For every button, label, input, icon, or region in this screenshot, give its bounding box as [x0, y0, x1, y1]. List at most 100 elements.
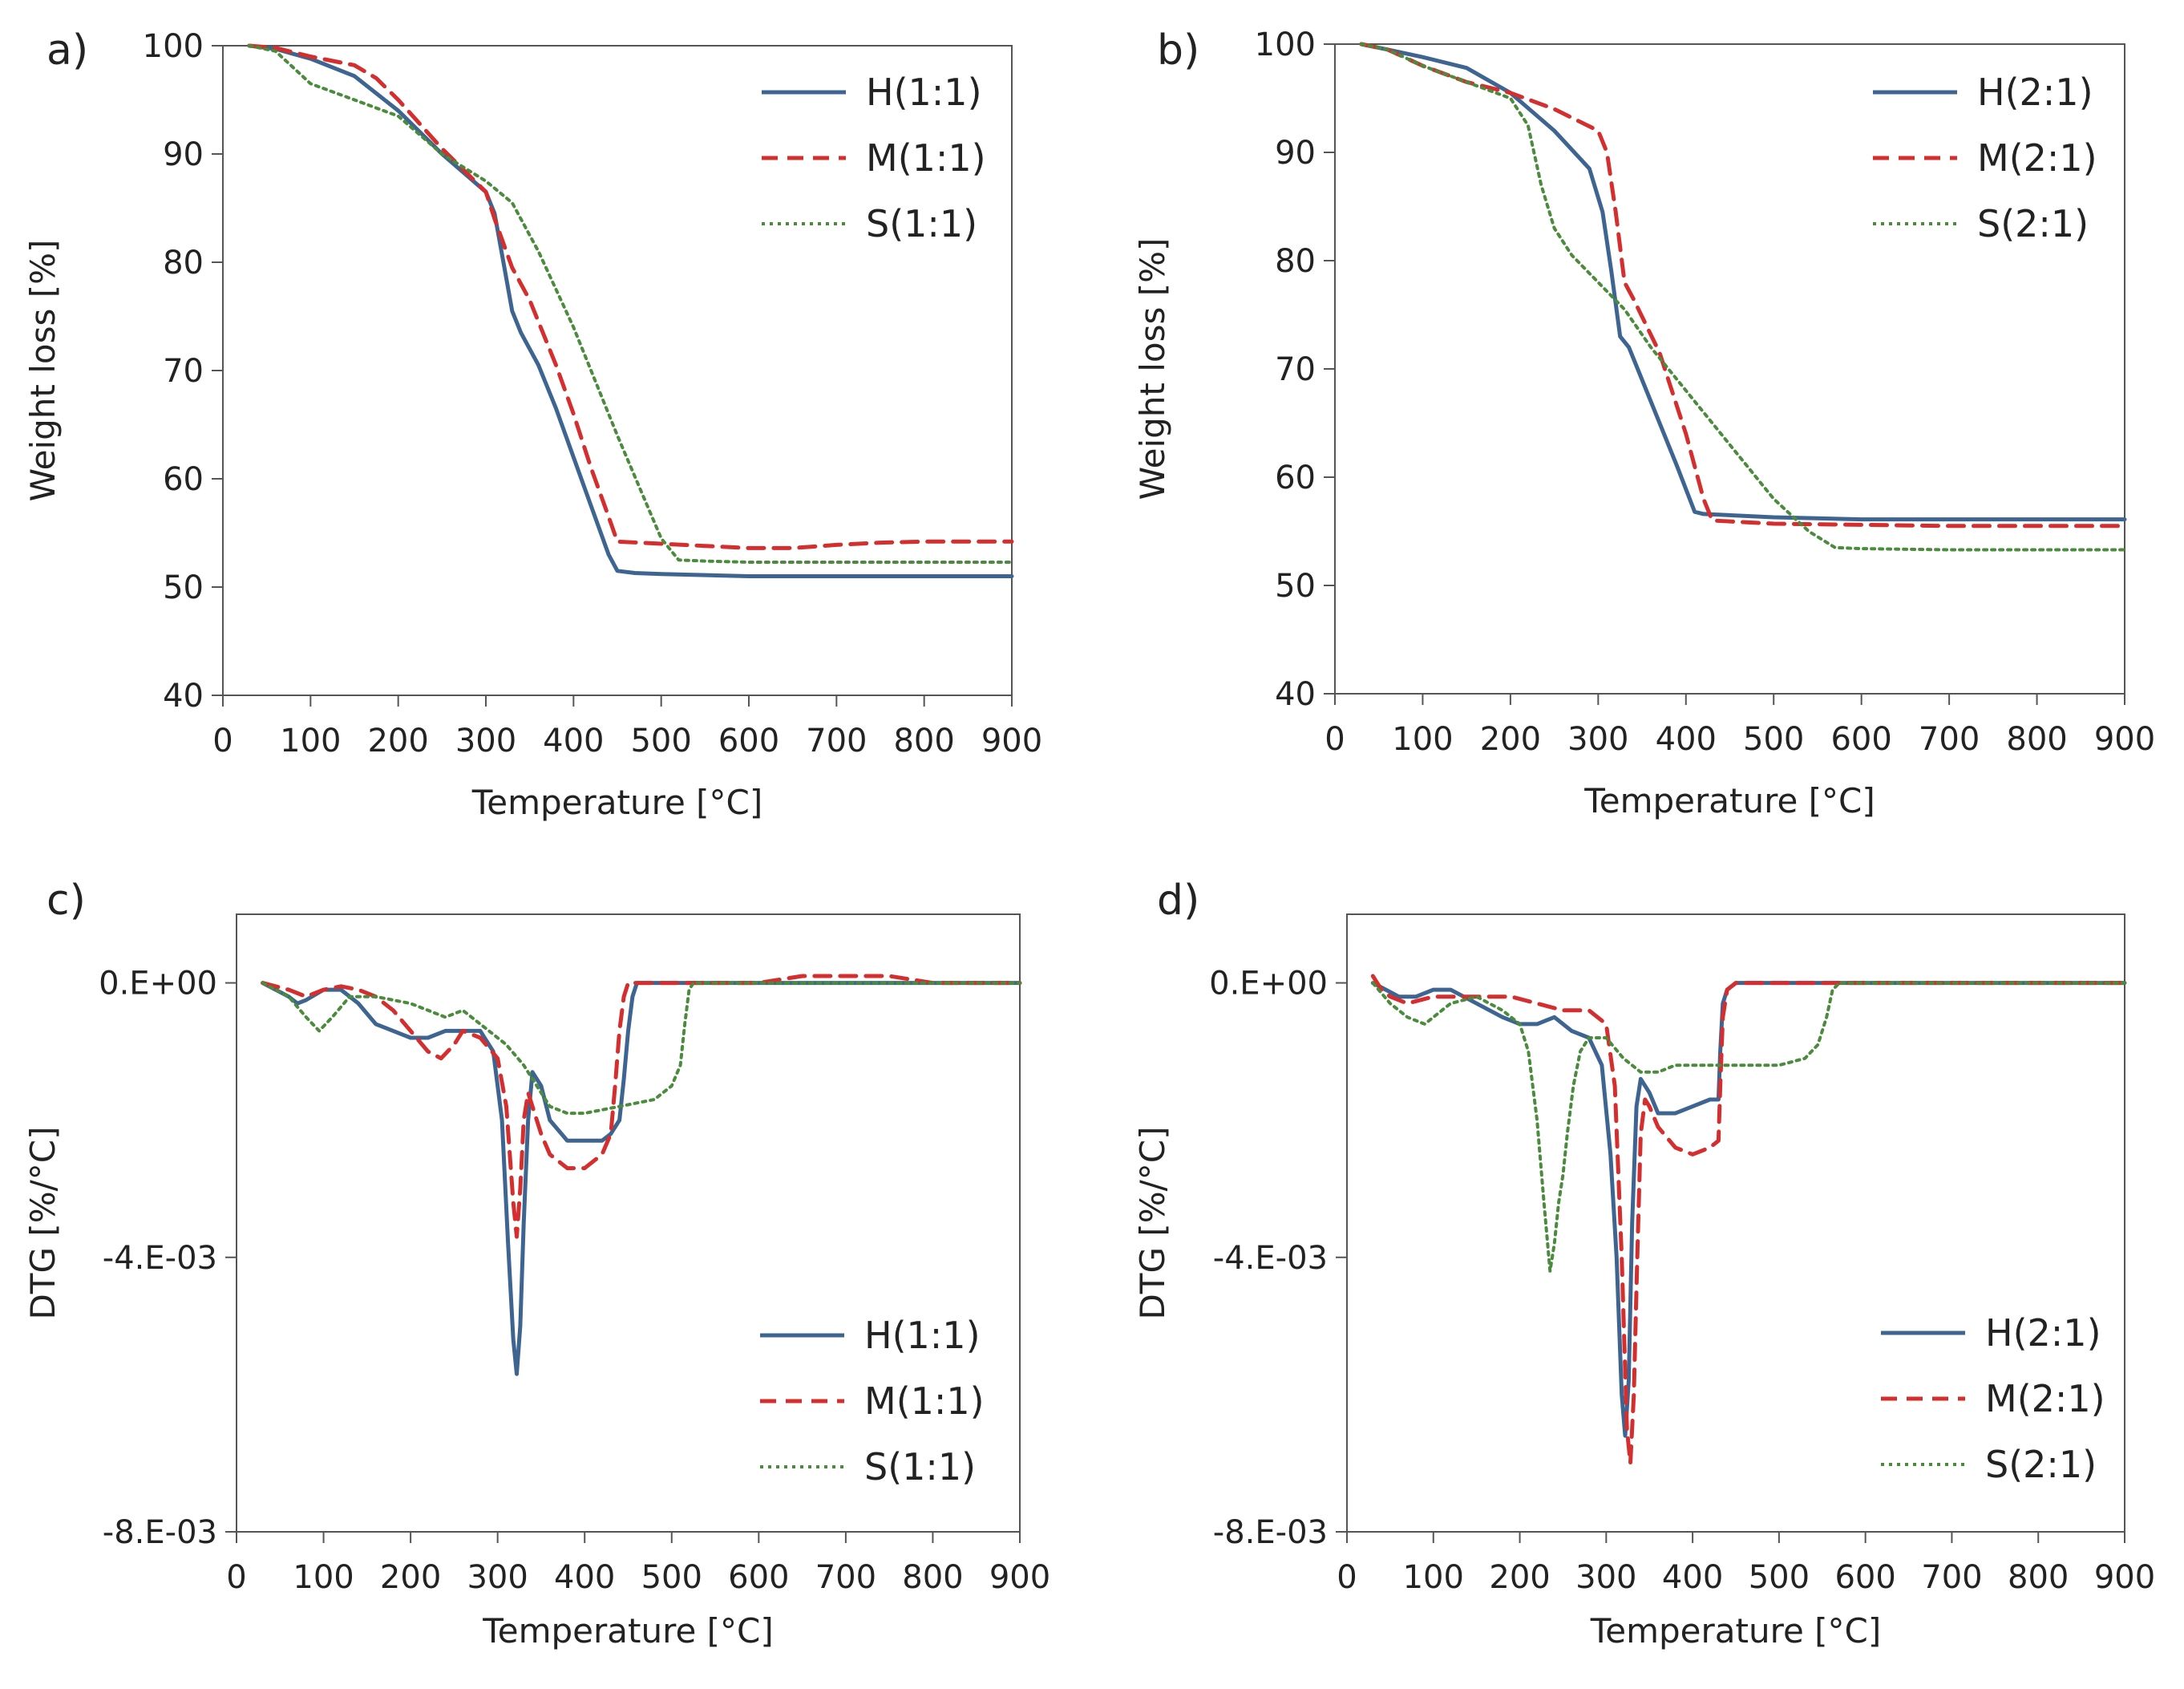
x-tick-label: 700 — [1919, 721, 1980, 758]
plot-frame — [236, 913, 1021, 1533]
x-tick-label: 200 — [367, 723, 428, 759]
series-line-s-2-1 — [1371, 981, 2126, 1273]
x-tick-label: 200 — [380, 1559, 441, 1596]
x-tick-label: 900 — [2094, 1559, 2155, 1596]
y-tick-label: 50 — [1275, 568, 1316, 605]
panel-b: 40 50 60 70 80 90 100 0 100 200 300 400 500 600 700 800… — [1133, 26, 2155, 820]
x-tick-label: 300 — [467, 1559, 528, 1596]
x-tick-label: 100 — [293, 1559, 354, 1596]
x-tick-label: 100 — [1403, 1559, 1464, 1596]
y-tick-label: -8.E-03 — [103, 1514, 217, 1551]
x-tick-label: 500 — [641, 1559, 702, 1596]
series-line-h-2-1 — [1370, 981, 2127, 1438]
series-line-s-1-1 — [261, 981, 1021, 1116]
y-axis-label: Weight loss [%] — [23, 240, 63, 502]
y-tick-label: -8.E-03 — [1213, 1514, 1328, 1551]
panel-label: b) — [1157, 26, 1199, 75]
y-tick-label: 50 — [163, 569, 204, 606]
y-tick-label: -4.E-03 — [103, 1240, 217, 1277]
x-tick-label: 900 — [981, 723, 1042, 759]
legend-label: H(2:1) — [1977, 71, 2093, 114]
x-tick-label: 400 — [1662, 1559, 1723, 1596]
x-tick-label: 600 — [718, 723, 779, 759]
x-tick-label: 800 — [2008, 1559, 2069, 1596]
y-tick-label: 70 — [1275, 351, 1316, 388]
x-axis-label: Temperature [°C] — [1590, 1611, 1882, 1651]
x-tick-label: 100 — [280, 723, 341, 759]
y-tick-label: 80 — [163, 245, 204, 282]
x-tick-label: 500 — [1749, 1559, 1810, 1596]
y-tick-label: 100 — [143, 28, 204, 65]
legend-label: H(2:1) — [1985, 1311, 2101, 1355]
y-tick-label: 0.E+00 — [99, 966, 217, 1002]
legend-label: S(1:1) — [864, 1445, 976, 1489]
x-tick-label: 200 — [1489, 1559, 1550, 1596]
y-tick-label: 70 — [163, 353, 204, 390]
y-axis-label: DTG [%/°C] — [1133, 1126, 1172, 1319]
y-tick-label: 100 — [1255, 26, 1316, 63]
y-tick-label: 90 — [163, 136, 204, 173]
x-axis-label: Temperature [°C] — [1583, 781, 1875, 820]
series-line-m-1-1 — [247, 43, 1014, 550]
legend-label: M(1:1) — [864, 1379, 985, 1423]
x-tick-label: 0 — [226, 1559, 246, 1596]
series-line-s-2-1 — [1359, 43, 2126, 552]
x-tick-label: 100 — [1392, 721, 1453, 758]
x-tick-label: 400 — [1656, 721, 1717, 758]
panel-a: 40 50 60 70 80 90 100 0 100 200 300 400 500 600 700 800… — [23, 26, 1042, 822]
legend-label: H(1:1) — [866, 71, 982, 114]
y-axis-label: Weight loss [%] — [1133, 238, 1172, 500]
x-tick-label: 800 — [893, 723, 954, 759]
legend-label: S(2:1) — [1985, 1443, 2097, 1486]
y-axis-label: DTG [%/°C] — [23, 1126, 63, 1319]
panel-label: a) — [47, 26, 88, 75]
y-tick-label: 40 — [163, 678, 204, 715]
series-line-m-2-1 — [1359, 42, 2127, 529]
legend-label: S(1:1) — [866, 202, 977, 245]
x-axis-label: Temperature [°C] — [482, 1611, 774, 1651]
plot-frame — [1346, 913, 2125, 1533]
x-axis-label: Temperature [°C] — [471, 783, 763, 822]
x-tick-label: 700 — [1921, 1559, 1982, 1596]
series-line-h-1-1 — [247, 43, 1014, 578]
panel-d: 0.E+00 -4.E-03 -8.E-030 100 200 300 400 500 600 7… — [1133, 877, 2155, 1651]
x-tick-label: 300 — [1575, 1559, 1636, 1596]
x-tick-label: 200 — [1480, 721, 1541, 758]
x-tick-label: 300 — [1567, 721, 1628, 758]
x-tick-label: 0 — [1337, 1559, 1357, 1596]
y-tick-label: 90 — [1275, 135, 1316, 172]
x-tick-label: 600 — [1830, 721, 1891, 758]
legend-label: M(2:1) — [1977, 136, 2097, 180]
x-tick-label: 400 — [543, 723, 604, 759]
series-line-m-1-1 — [261, 974, 1022, 1239]
x-tick-label: 900 — [989, 1559, 1050, 1596]
x-tick-label: 600 — [1834, 1559, 1895, 1596]
y-tick-label: 60 — [163, 461, 204, 498]
y-tick-label: 60 — [1275, 460, 1316, 496]
x-tick-label: 700 — [806, 723, 867, 759]
x-tick-label: 500 — [1743, 721, 1804, 758]
series-line-h-1-1 — [261, 981, 1022, 1376]
y-tick-label: 40 — [1275, 676, 1316, 713]
x-tick-label: 0 — [212, 723, 233, 759]
legend-label: M(2:1) — [1985, 1377, 2105, 1420]
legend-label: H(1:1) — [864, 1314, 981, 1357]
panel-c: 0.E+00 -4.E-03 -8.E-030 100 200 300 400 500 600 7… — [23, 877, 1050, 1651]
y-tick-label: -4.E-03 — [1213, 1240, 1328, 1277]
x-tick-label: 400 — [554, 1559, 615, 1596]
x-tick-label: 300 — [455, 723, 516, 759]
x-tick-label: 800 — [2006, 721, 2067, 758]
y-tick-label: 0.E+00 — [1209, 966, 1328, 1002]
legend-label: M(1:1) — [866, 136, 986, 180]
x-tick-label: 800 — [902, 1559, 963, 1596]
legend-label: S(2:1) — [1977, 202, 2089, 245]
panel-label: d) — [1157, 877, 1199, 925]
x-tick-label: 900 — [2094, 721, 2155, 758]
x-tick-label: 0 — [1325, 721, 1345, 758]
series-line-s-1-1 — [247, 44, 1013, 564]
y-tick-label: 80 — [1275, 243, 1316, 280]
x-tick-label: 700 — [815, 1559, 876, 1596]
x-tick-label: 500 — [630, 723, 691, 759]
x-tick-label: 600 — [728, 1559, 789, 1596]
